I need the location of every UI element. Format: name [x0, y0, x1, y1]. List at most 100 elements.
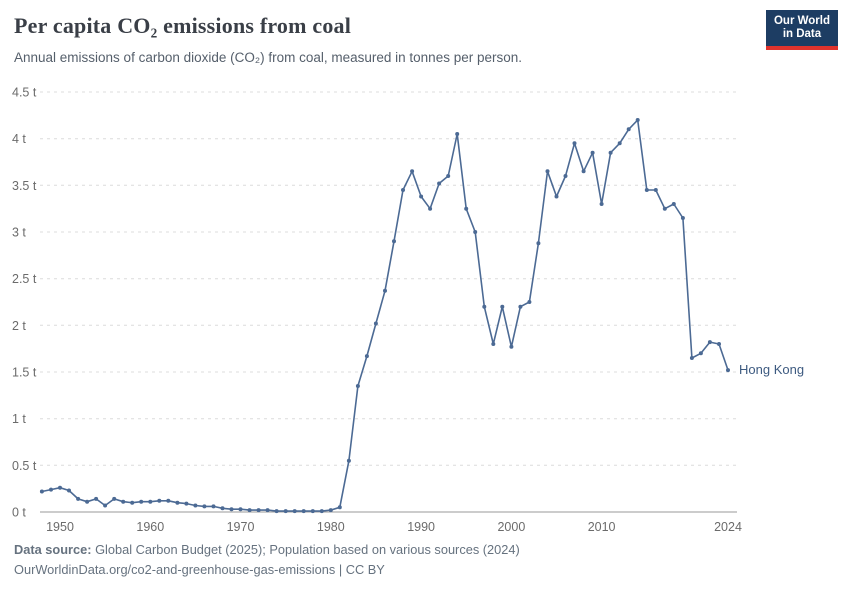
data-point[interactable]	[184, 501, 189, 506]
data-point[interactable]	[319, 509, 324, 514]
y-tick-label: 4 t	[12, 132, 26, 146]
data-point[interactable]	[626, 127, 631, 132]
data-point[interactable]	[563, 174, 568, 178]
data-point[interactable]	[247, 508, 252, 513]
data-point[interactable]	[130, 500, 135, 505]
data-point[interactable]	[437, 181, 442, 186]
data-source-text: Global Carbon Budget (2025); Population …	[91, 542, 520, 557]
data-point[interactable]	[491, 342, 496, 346]
data-point[interactable]	[383, 288, 387, 293]
data-point[interactable]	[346, 458, 351, 463]
data-point[interactable]	[617, 141, 622, 146]
x-tick-label: 1950	[46, 520, 74, 534]
data-point[interactable]	[671, 202, 676, 206]
data-point[interactable]	[229, 507, 234, 512]
data-point[interactable]	[364, 354, 369, 359]
data-point[interactable]	[94, 496, 99, 501]
data-point[interactable]	[121, 499, 126, 504]
data-point[interactable]	[680, 216, 685, 220]
data-point[interactable]	[689, 356, 694, 360]
x-tick-label: 2010	[588, 520, 616, 534]
chart-subtitle: Annual emissions of carbon dioxide (CO₂)…	[14, 50, 522, 65]
data-point[interactable]	[419, 194, 424, 199]
logo-line2: in Data	[782, 28, 822, 40]
data-point[interactable]	[301, 509, 306, 514]
data-point[interactable]	[337, 505, 342, 510]
data-point[interactable]	[635, 118, 640, 122]
data-point[interactable]	[202, 504, 207, 509]
data-point[interactable]	[148, 499, 153, 504]
data-point[interactable]	[518, 304, 523, 309]
data-point[interactable]	[608, 150, 613, 155]
data-point[interactable]	[717, 342, 721, 346]
y-tick-label: 1.5 t	[12, 366, 37, 380]
data-point[interactable]	[310, 509, 315, 514]
data-point[interactable]	[238, 507, 243, 512]
data-point[interactable]	[401, 188, 405, 192]
data-point[interactable]	[527, 300, 532, 304]
data-point[interactable]	[328, 508, 333, 513]
data-point[interactable]	[67, 488, 71, 493]
data-point[interactable]	[545, 169, 550, 174]
y-tick-label: 2.5 t	[12, 272, 37, 286]
data-point[interactable]	[283, 509, 288, 514]
data-point[interactable]	[265, 508, 270, 513]
x-tick-label: 1970	[227, 520, 255, 534]
data-point[interactable]	[355, 384, 360, 388]
data-point[interactable]	[112, 496, 117, 501]
data-point[interactable]	[662, 206, 667, 211]
data-point[interactable]	[572, 141, 577, 146]
footer-link[interactable]: OurWorldinData.org/co2-and-greenhouse-ga…	[14, 562, 385, 577]
chart-footer: Data source: Global Carbon Budget (2025)…	[14, 540, 520, 580]
x-tick-label: 2024	[714, 520, 742, 534]
line-series-hong-kong[interactable]	[41, 119, 729, 512]
data-point[interactable]	[698, 351, 703, 356]
data-point[interactable]	[446, 174, 451, 178]
y-tick-label: 0 t	[12, 506, 26, 520]
data-point[interactable]	[455, 132, 460, 136]
data-point[interactable]	[482, 304, 487, 309]
data-point[interactable]	[193, 503, 198, 508]
data-point[interactable]	[653, 188, 658, 192]
data-point[interactable]	[85, 499, 90, 504]
data-point[interactable]	[166, 498, 171, 503]
data-point[interactable]	[554, 194, 559, 199]
data-point[interactable]	[473, 230, 478, 234]
data-point[interactable]	[58, 485, 62, 490]
data-point[interactable]	[464, 206, 469, 211]
data-point[interactable]	[392, 239, 396, 244]
data-point[interactable]	[726, 368, 730, 373]
data-point[interactable]	[139, 499, 144, 504]
series-label-hong-kong: Hong Kong	[739, 362, 805, 377]
data-point[interactable]	[157, 498, 162, 503]
data-point[interactable]	[103, 503, 108, 508]
data-point[interactable]	[644, 188, 649, 192]
y-tick-label: 1 t	[12, 412, 26, 426]
data-point[interactable]	[274, 509, 279, 514]
data-point[interactable]	[211, 504, 216, 509]
data-point[interactable]	[39, 489, 44, 494]
footer-link-line: OurWorldinData.org/co2-and-greenhouse-ga…	[14, 560, 520, 580]
data-point[interactable]	[536, 241, 541, 246]
data-point[interactable]	[500, 304, 505, 309]
data-point[interactable]	[590, 150, 595, 155]
data-point[interactable]	[220, 506, 225, 511]
data-point[interactable]	[49, 487, 53, 492]
data-point[interactable]	[292, 509, 297, 514]
data-point[interactable]	[410, 169, 415, 174]
data-point[interactable]	[599, 202, 604, 206]
data-point[interactable]	[509, 344, 514, 349]
owid-logo[interactable]: Our World in Data	[765, 10, 838, 50]
data-point[interactable]	[707, 340, 712, 345]
logo-line1: Our World	[773, 15, 830, 27]
data-point[interactable]	[256, 508, 261, 513]
data-point[interactable]	[373, 321, 378, 326]
chart-title: Per capita CO₂ emissions from coal	[14, 13, 352, 38]
data-point[interactable]	[581, 169, 586, 174]
data-point[interactable]	[175, 500, 180, 505]
data-point[interactable]	[76, 496, 81, 501]
x-tick-label: 1960	[136, 520, 164, 534]
data-point[interactable]	[428, 206, 433, 211]
